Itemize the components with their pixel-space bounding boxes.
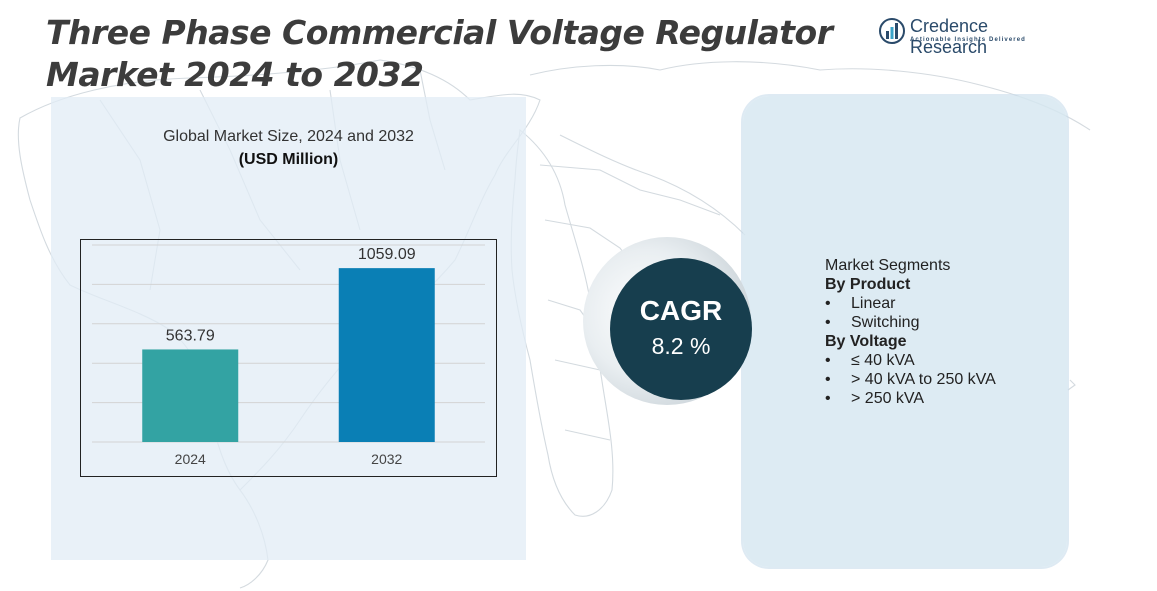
bullet-icon: • [825, 390, 831, 407]
chart-title: Global Market Size, 2024 and 2032 [163, 128, 414, 145]
chart-frame [80, 239, 497, 477]
chart-panel [51, 97, 526, 560]
logo-tagline: Actionable Insights Delivered [910, 37, 1026, 43]
segment-item: • > 250 kVA [825, 389, 996, 408]
cagr-label: CAGR [639, 295, 723, 326]
bullet-icon: • [825, 314, 831, 331]
page-title-line2: Market 2024 to 2032 [46, 55, 424, 94]
bullet-icon: • [825, 371, 831, 388]
logo-name: Credence Research [910, 16, 989, 57]
segment-item: • Linear [825, 294, 996, 313]
segment-item-label: ≤ 40 kVA [851, 352, 915, 369]
bullet-icon: • [825, 352, 831, 369]
segment-item: • > 40 kVA to 250 kVA [825, 370, 996, 389]
bar-chart: 563.79 2024 1059.09 2032 [80, 239, 497, 477]
data-label-2024: 563.79 [166, 327, 215, 344]
bullet-icon: • [825, 295, 831, 312]
cagr-value: 8.2 % [651, 333, 711, 359]
segment-item-label: Linear [851, 295, 896, 312]
segment-item: • ≤ 40 kVA [825, 351, 996, 370]
segment-item-label: > 40 kVA to 250 kVA [851, 371, 996, 388]
x-tick-label-2024: 2024 [175, 451, 206, 467]
credence-research-logo[interactable]: Credence Research Actionable Insights De… [878, 14, 1068, 57]
cagr-badge [610, 258, 752, 400]
bar-2024 [142, 349, 239, 442]
segments-heading: Market Segments [825, 257, 951, 274]
market-segments: Market Segments By Product • Linear • Switch… [825, 256, 996, 408]
data-label-2032: 1059.09 [358, 246, 416, 263]
chart-unit-label: (USD Million) [238, 151, 339, 168]
segment-item-label: > 250 kVA [851, 390, 925, 407]
segments-panel [743, 96, 1067, 567]
segment-group-title: By Voltage [825, 333, 907, 350]
segment-group-title: By Product [825, 276, 911, 293]
x-tick-label-2032: 2032 [371, 451, 402, 467]
bar-2032 [338, 268, 435, 442]
segment-item-label: Switching [851, 314, 920, 331]
bar-chart-logo-icon [879, 18, 905, 44]
page-title: Three Phase Commercial Voltage Regulator… [46, 12, 833, 96]
segment-item: • Switching [825, 313, 996, 332]
page-title-line1: Three Phase Commercial Voltage Regulator [46, 13, 833, 52]
